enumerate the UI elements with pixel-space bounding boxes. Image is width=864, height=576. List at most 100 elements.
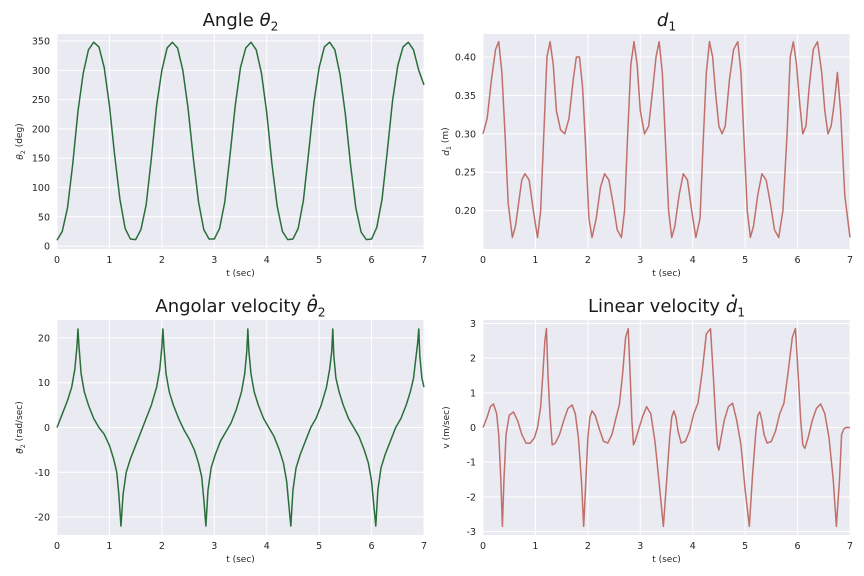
y-tick-label: 0.30 [455,129,476,140]
title-subscript: 2 [271,19,279,33]
title-subscript: 1 [668,19,676,33]
y-tick-label: 0 [470,423,476,434]
x-tick-label: 1 [106,255,112,266]
ylabel-subscript: 2 [20,150,27,154]
chart-panel-4: 0 1 2 3 4 5 6 7 -3 -2 -1 0 1 2 3 t (sec) v (m/sec) Linear… [442,294,853,565]
x-tick-label: 6 [369,255,375,266]
y-tick-label: -2 [467,492,476,503]
y-tick-label: 0 [44,423,50,434]
y-axis-label: θ2 (rad/sec) [15,401,27,454]
y-tick-label: 0.40 [455,53,476,64]
x-tick-label: 4 [264,255,270,266]
x-tick-label: 3 [637,541,643,552]
y-tick-label: 350 [32,37,50,48]
x-tick-label: 3 [637,255,643,266]
y-tick-label: 50 [38,212,50,223]
x-tick-label: 0 [54,255,60,266]
x-tick-label: 7 [847,541,853,552]
x-tick-label: 0 [480,541,486,552]
title-dot-accent [312,294,315,297]
chart-panel-2: 0 1 2 3 4 5 6 70.200.250.300.350.40t (sec)d1 (m… [441,10,853,279]
x-axis-label: t (sec) [652,269,681,279]
title-main-text: Angle [203,10,260,31]
x-tick-label: 6 [369,541,375,552]
y-tick-label: 3 [470,319,476,330]
x-tick-label: 4 [690,541,696,552]
ylabel-unit: (rad/sec) [15,401,25,444]
y-axis-label: θ2 (deg) [15,123,27,159]
ylabel-dot-accent [16,448,18,451]
title-subscript: 2 [318,305,326,319]
title-subscript: 1 [737,305,745,319]
ylabel-symbol: d [442,150,452,156]
y-tick-label: 0.35 [455,91,476,102]
x-tick-label: 5 [316,541,322,552]
title-dot-accent [731,294,735,297]
x-tick-label: 2 [585,255,591,266]
y-tick-label: 150 [32,154,50,165]
ylabel-symbol: θ [16,448,26,454]
chart-title: d1 [657,10,676,33]
x-tick-label: 4 [690,255,696,266]
y-tick-label: 0.25 [455,168,476,179]
x-tick-label: 6 [795,255,801,266]
y-tick-label: 20 [38,333,50,344]
title-symbol: d [726,296,738,317]
x-tick-label: 1 [532,255,538,266]
title-symbol: θ [260,10,271,31]
series-line [56,328,425,527]
chart-title: Angolar velocity θ2 [155,296,325,319]
y-tick-label: 0 [44,242,50,253]
y-tick-label: 100 [32,183,50,194]
ylabel-unit: (m) [441,127,451,146]
ylabel-symbol: θ [16,154,26,160]
x-tick-label: 0 [54,541,60,552]
y-tick-label: 2 [470,354,476,365]
y-tick-label: -1 [467,458,476,469]
title-main-text: Angolar velocity [155,296,306,317]
x-tick-label: 2 [159,541,165,552]
x-tick-label: 2 [585,541,591,552]
x-tick-label: 5 [742,255,748,266]
y-tick-label: -20 [34,513,50,524]
x-tick-label: 0 [480,255,486,266]
chart-title: Linear velocity d1 [588,296,745,319]
x-axis-label: t (sec) [226,269,255,279]
ylabel-unit: (deg) [15,123,25,150]
title-symbol: θ [307,296,318,317]
x-tick-label: 3 [211,541,217,552]
y-tick-label: 250 [32,95,50,106]
y-tick-label: 10 [38,378,50,389]
x-tick-label: 4 [264,541,270,552]
y-tick-label: -10 [34,468,50,479]
x-tick-label: 5 [316,255,322,266]
x-tick-label: 7 [847,255,853,266]
x-tick-label: 5 [742,541,748,552]
series-line [56,41,425,241]
chart-title: Angle θ2 [203,10,279,33]
x-tick-label: 6 [795,541,801,552]
series-line [482,40,851,239]
title-symbol: d [657,10,669,31]
x-tick-label: 1 [532,541,538,552]
title-main-text: Linear velocity [588,296,726,317]
x-tick-label: 2 [159,255,165,266]
x-tick-label: 7 [421,255,427,266]
plot-area [483,34,850,249]
x-tick-label: 1 [106,541,112,552]
y-tick-label: 300 [32,66,50,77]
x-tick-label: 7 [421,541,427,552]
y-tick-label: 0.20 [455,206,476,217]
ylabel-subscript: 1 [446,146,453,150]
y-axis-label: v (m/sec) [442,406,452,448]
x-tick-label: 3 [211,255,217,266]
y-tick-label: 1 [470,388,476,399]
y-tick-label: 200 [32,124,50,135]
x-axis-label: t (sec) [226,555,255,565]
x-axis-label: t (sec) [652,555,681,565]
y-axis-label: d1 (m) [441,127,453,155]
ylabel-subscript: 2 [20,444,27,448]
